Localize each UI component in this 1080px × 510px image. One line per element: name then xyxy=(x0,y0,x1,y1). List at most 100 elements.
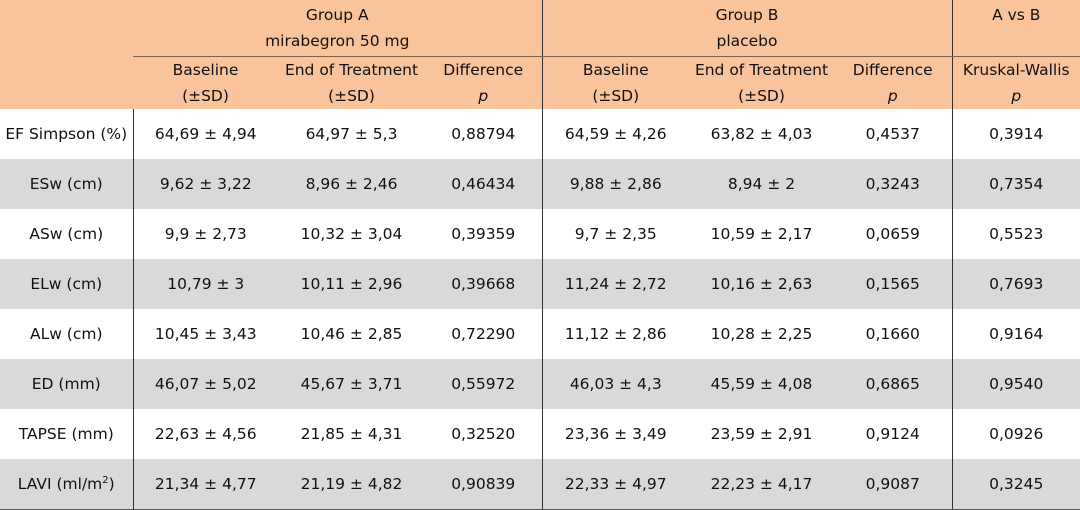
header-corner xyxy=(0,0,133,57)
row-label-text: ALw (cm) xyxy=(30,325,103,343)
table-cell: 22,63 ± 4,56 xyxy=(133,409,278,459)
table-cell: 10,16 ± 2,63 xyxy=(689,259,834,309)
table-cell: 10,32 ± 3,04 xyxy=(278,209,425,259)
subheader-label: Difference xyxy=(425,57,542,83)
subheader-label: End of Treatment xyxy=(278,57,425,83)
row-label-tail: ) xyxy=(109,475,115,493)
table-cell: 64,69 ± 4,94 xyxy=(133,109,278,159)
table-header: Group A mirabegron 50 mg Group B placebo… xyxy=(0,0,1080,109)
table-cell: 0,6865 xyxy=(834,359,952,409)
table-cell: 9,88 ± 2,86 xyxy=(542,159,689,209)
table-cell: 0,9124 xyxy=(834,409,952,459)
subheader-col-4: End of Treatment(±SD) xyxy=(689,57,834,110)
table-cell: 0,0659 xyxy=(834,209,952,259)
table-cell: 46,07 ± 5,02 xyxy=(133,359,278,409)
group-a-title: Group A xyxy=(133,2,542,28)
table-cell: 0,7354 xyxy=(952,159,1080,209)
subheader-sublabel: (±SD) xyxy=(689,83,834,109)
row-label: LAVI (ml/m2) xyxy=(0,459,133,509)
table-cell: 21,34 ± 4,77 xyxy=(133,459,278,509)
row-label: ELw (cm) xyxy=(0,259,133,309)
table-cell: 9,9 ± 2,73 xyxy=(133,209,278,259)
table-cell: 0,3914 xyxy=(952,109,1080,159)
row-label: ED (mm) xyxy=(0,359,133,409)
table-cell: 0,72290 xyxy=(425,309,542,359)
subheader-label: Baseline xyxy=(133,57,278,83)
subheader-label: Difference xyxy=(834,57,952,83)
table-cell: 21,19 ± 4,82 xyxy=(278,459,425,509)
table-cell: 45,67 ± 3,71 xyxy=(278,359,425,409)
table-cell: 0,32520 xyxy=(425,409,542,459)
table-cell: 0,3245 xyxy=(952,459,1080,509)
subheader-col-3: Baseline(±SD) xyxy=(542,57,689,110)
table-cell: 0,9540 xyxy=(952,359,1080,409)
table-cell: 11,12 ± 2,86 xyxy=(542,309,689,359)
table-cell: 10,28 ± 2,25 xyxy=(689,309,834,359)
row-label: ESw (cm) xyxy=(0,159,133,209)
row-label-text: ELw (cm) xyxy=(30,275,102,293)
table-cell: 64,97 ± 5,3 xyxy=(278,109,425,159)
group-b-header: Group B placebo xyxy=(542,0,952,57)
row-label-text: ESw (cm) xyxy=(30,175,103,193)
table-cell: 0,0926 xyxy=(952,409,1080,459)
table-cell: 23,59 ± 2,91 xyxy=(689,409,834,459)
table-cell: 8,94 ± 2 xyxy=(689,159,834,209)
table-cell: 63,82 ± 4,03 xyxy=(689,109,834,159)
compare-title: A vs B xyxy=(953,2,1080,28)
table-cell: 0,39359 xyxy=(425,209,542,259)
subheader-label: End of Treatment xyxy=(689,57,834,83)
table-cell: 0,55972 xyxy=(425,359,542,409)
table-cell: 0,46434 xyxy=(425,159,542,209)
group-b-title: Group B xyxy=(543,2,952,28)
table-cell: 0,39668 xyxy=(425,259,542,309)
table-cell: 23,36 ± 3,49 xyxy=(542,409,689,459)
table-cell: 8,96 ± 2,46 xyxy=(278,159,425,209)
compare-header: A vs B xyxy=(952,0,1080,57)
table-cell: 0,7693 xyxy=(952,259,1080,309)
subheader-sublabel: (±SD) xyxy=(543,83,690,109)
table-cell: 0,90839 xyxy=(425,459,542,509)
table-cell: 64,59 ± 4,26 xyxy=(542,109,689,159)
subheader-sublabel: (±SD) xyxy=(133,83,278,109)
row-label-text: TAPSE (mm) xyxy=(19,425,114,443)
table-cell: 0,9164 xyxy=(952,309,1080,359)
row-label-text: EF Simpson (%) xyxy=(5,125,127,143)
table-cell: 9,7 ± 2,35 xyxy=(542,209,689,259)
subheader-col-0: Baseline(±SD) xyxy=(133,57,278,110)
table-cell: 0,88794 xyxy=(425,109,542,159)
row-label: ASw (cm) xyxy=(0,209,133,259)
table-cell: 21,85 ± 4,31 xyxy=(278,409,425,459)
table-cell: 10,46 ± 2,85 xyxy=(278,309,425,359)
table-cell: 22,23 ± 4,17 xyxy=(689,459,834,509)
row-label: ALw (cm) xyxy=(0,309,133,359)
subheader-label: Kruskal-Wallis xyxy=(953,57,1080,83)
row-label-text: LAVI (ml/m xyxy=(18,475,102,493)
row-label: TAPSE (mm) xyxy=(0,409,133,459)
subheader-row: Baseline(±SD)End of Treatment(±SD)Differ… xyxy=(0,57,1080,110)
header-corner-sub xyxy=(0,57,133,110)
subheader-sublabel: p xyxy=(953,83,1080,109)
table-cell: 45,59 ± 4,08 xyxy=(689,359,834,409)
subheader-sublabel: p xyxy=(834,83,952,109)
table-cell: 10,59 ± 2,17 xyxy=(689,209,834,259)
table-cell: 46,03 ± 4,3 xyxy=(542,359,689,409)
table-cell: 0,3243 xyxy=(834,159,952,209)
subheader-sublabel: p xyxy=(425,83,542,109)
table-cell: 10,11 ± 2,96 xyxy=(278,259,425,309)
row-label-text: ASw (cm) xyxy=(29,225,103,243)
subheader-label: Baseline xyxy=(543,57,690,83)
table-cell: 11,24 ± 2,72 xyxy=(542,259,689,309)
table-cell: 0,1660 xyxy=(834,309,952,359)
